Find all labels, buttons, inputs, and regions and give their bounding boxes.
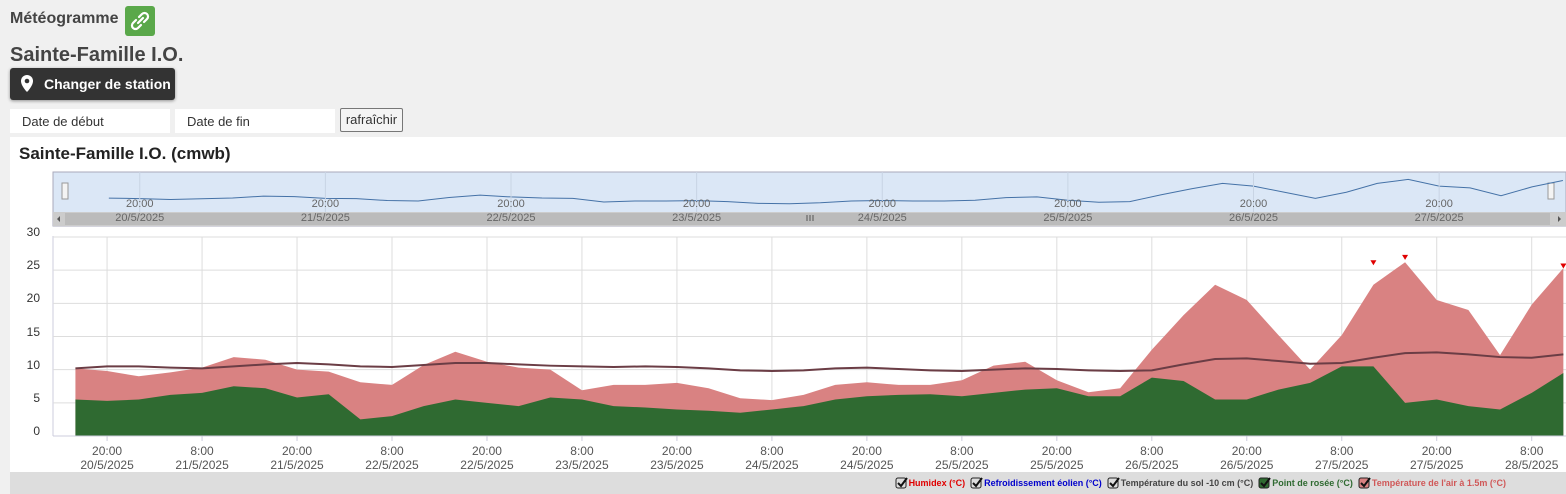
legend-label: Humidex (°C)	[908, 478, 966, 488]
navigator-tick-label: 20:00 21/5/2025	[300, 198, 350, 224]
x-tick-label: 20:00 27/5/2025	[1410, 444, 1464, 472]
legend-check	[895, 477, 908, 489]
navigator-tick-label: 20:00 26/5/2025	[1229, 198, 1278, 224]
navigator-tick-label: 20:00 24/5/2025	[857, 198, 907, 224]
x-tick-label: 20:00 23/5/2025	[650, 444, 704, 472]
legend-item[interactable]: Humidex (°C)	[895, 477, 966, 489]
end-date-input[interactable]: Date de fin	[175, 109, 335, 133]
nav-handle[interactable]	[1547, 182, 1555, 200]
legend-label: Température de l'air à 1.5m (°C)	[1371, 478, 1506, 488]
chart-title: Sainte-Famille I.O. (cmwb)	[19, 144, 231, 163]
refresh-button[interactable]: rafraîchir	[340, 108, 403, 132]
legend-item[interactable]: Refroidissement éolien (°C)	[970, 477, 1102, 489]
legend-check	[1258, 477, 1272, 489]
scrollbar-grip	[806, 215, 814, 221]
x-tick-label: 20:00 22/5/2025	[460, 444, 514, 472]
x-tick-label: 8:00 23/5/2025	[555, 444, 609, 472]
button-label: Changer de station	[44, 76, 171, 92]
start-date-input[interactable]: Date de début	[10, 109, 170, 133]
x-tick-label: 8:00 28/5/2025	[1505, 444, 1559, 472]
legend: Humidex (°C) Refroidissement éolien (°C) T…	[10, 472, 1566, 494]
navigator-tick-label: 20:00 27/5/2025	[1414, 198, 1464, 224]
legend-item[interactable]: Température du sol -10 cm (°C)	[1107, 477, 1253, 489]
area	[75, 366, 1564, 436]
marker	[1560, 263, 1566, 269]
y-tick-label: 10	[26, 357, 40, 372]
line	[75, 351, 1564, 372]
marker	[1402, 254, 1409, 260]
x-tick-label: 8:00 27/5/2025	[1315, 444, 1369, 472]
x-tick-label: 20:00 24/5/2025	[840, 444, 894, 472]
legend-label: Refroidissement éolien (°C)	[984, 478, 1102, 488]
station-name: Sainte-Famille I.O.	[10, 44, 184, 66]
page-title: Météogramme	[10, 10, 119, 27]
x-tick-label: 8:00 24/5/2025	[745, 444, 799, 472]
link-icon[interactable]	[125, 6, 155, 36]
x-tick-label: 20:00 20/5/2025	[80, 444, 134, 472]
legend-label: Point de rosée (°C)	[1272, 478, 1353, 488]
legend-check	[970, 477, 983, 489]
legend-check	[1107, 477, 1120, 489]
pin-icon	[21, 75, 33, 92]
x-tick-label: 8:00 21/5/2025	[175, 444, 229, 472]
change-station-button[interactable]: Changer de station	[10, 68, 175, 100]
y-tick-label: 20	[26, 291, 40, 306]
navigator-tick-label: 20:00 20/5/2025	[115, 198, 165, 224]
x-tick-label: 20:00 21/5/2025	[270, 444, 324, 472]
x-tick-label: 8:00 25/5/2025	[935, 444, 989, 472]
navigator-tick-label: 20:00 25/5/2025	[1043, 198, 1093, 224]
navigator-tick-label: 20:00 23/5/2025	[672, 198, 722, 224]
y-tick-label: 30	[26, 225, 40, 239]
nav-handle[interactable]	[61, 182, 69, 200]
x-tick-label: 8:00 26/5/2025	[1125, 444, 1179, 472]
legend-label: Température du sol -10 cm (°C)	[1120, 478, 1254, 488]
x-tick-label: 20:00 26/5/2025	[1220, 444, 1274, 472]
y-tick-label: 15	[26, 324, 40, 339]
marker	[1370, 260, 1377, 266]
x-tick-label: 20:00 25/5/2025	[1030, 444, 1084, 472]
navigator-line	[108, 178, 1563, 205]
legend-item[interactable]: Température de l'air à 1.5m (°C)	[1358, 477, 1506, 489]
y-tick-label: 25	[26, 258, 40, 273]
y-tick-label: 5	[33, 390, 40, 405]
y-tick-label: 0	[33, 424, 40, 438]
chart	[52, 171, 1566, 441]
legend-check	[1358, 477, 1371, 489]
legend-item[interactable]: Point de rosée (°C)	[1258, 477, 1353, 489]
x-tick-label: 8:00 22/5/2025	[365, 444, 419, 472]
navigator-tick-label: 20:00 22/5/2025	[486, 198, 536, 224]
